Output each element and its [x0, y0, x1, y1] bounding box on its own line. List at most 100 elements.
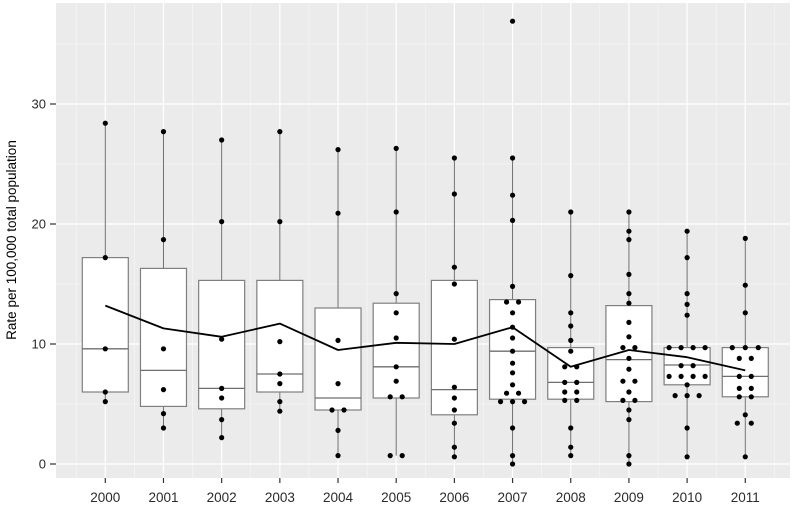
data-point [219, 435, 225, 441]
trend-line [104, 304, 746, 372]
data-point [277, 408, 283, 414]
data-point [509, 399, 516, 405]
data-point [335, 453, 341, 459]
data-point [742, 235, 748, 241]
data-point [160, 346, 167, 352]
data-point [102, 399, 108, 405]
data-point [568, 348, 574, 354]
box-2000 [81, 257, 129, 393]
data-point [620, 345, 626, 351]
data-point [748, 394, 754, 400]
data-point [684, 393, 690, 399]
data-point [702, 345, 708, 351]
x-tick-label-2001: 2001 [148, 490, 178, 505]
data-point [219, 219, 225, 225]
x-tick-label-2002: 2002 [207, 490, 237, 505]
data-point [684, 312, 690, 318]
data-point [509, 453, 516, 459]
data-point [393, 145, 399, 151]
data-point [399, 394, 405, 400]
box-2006 [430, 279, 478, 416]
data-point [684, 301, 690, 307]
data-point [568, 425, 574, 431]
data-point [451, 281, 457, 287]
data-point [335, 147, 341, 153]
data-point [509, 335, 516, 341]
data-point [562, 379, 568, 385]
data-point [451, 264, 457, 270]
data-point [626, 228, 632, 234]
data-point [626, 366, 632, 372]
data-point [748, 385, 754, 391]
data-point [509, 192, 516, 198]
data-point [509, 425, 516, 431]
data-point [734, 420, 740, 426]
y-tick-label: 30 [32, 97, 46, 112]
data-point [393, 291, 399, 297]
data-point [690, 345, 696, 351]
data-point [742, 412, 748, 418]
data-point [562, 397, 568, 403]
data-point [684, 425, 690, 431]
data-point [335, 337, 341, 343]
data-point [684, 291, 690, 297]
box-2004 [314, 307, 362, 411]
data-point [626, 237, 632, 243]
data-point [393, 335, 399, 341]
data-point [160, 411, 167, 417]
data-point [632, 378, 638, 384]
data-point [335, 427, 341, 433]
data-point [568, 273, 574, 279]
data-point [509, 324, 516, 330]
data-point [626, 453, 632, 459]
data-point [509, 283, 516, 289]
data-point [329, 407, 335, 413]
data-point [748, 373, 754, 379]
x-tick-label-2008: 2008 [556, 490, 586, 505]
data-point [562, 364, 568, 370]
data-point [393, 364, 399, 370]
data-point [626, 407, 632, 413]
data-point [568, 337, 574, 343]
y-tick-label: 0 [39, 457, 46, 472]
x-tick-label-2007: 2007 [498, 490, 528, 505]
y-tick-label: 10 [32, 337, 46, 352]
data-point [748, 420, 754, 426]
data-point [341, 407, 347, 413]
data-point [451, 407, 457, 413]
data-point [219, 137, 225, 143]
data-point [742, 345, 748, 351]
data-point [451, 454, 457, 460]
data-point [568, 310, 574, 316]
data-point [335, 210, 341, 216]
data-point [277, 381, 283, 387]
data-point [568, 323, 574, 329]
data-point [626, 417, 632, 423]
data-point [102, 389, 108, 395]
data-point [626, 300, 632, 306]
data-point [102, 120, 108, 126]
data-point [626, 291, 632, 297]
data-point [219, 336, 225, 342]
data-point [509, 310, 516, 316]
box-2010 [663, 347, 711, 386]
data-point [562, 389, 568, 395]
data-point [574, 397, 580, 403]
data-point [509, 382, 516, 388]
x-tick-label-2010: 2010 [672, 490, 702, 505]
y-axis-title: Rate per 100,000 total population [4, 140, 19, 340]
data-point [277, 339, 283, 345]
data-point [672, 393, 678, 399]
data-point [748, 355, 754, 361]
data-point [277, 399, 283, 405]
data-point [620, 397, 626, 403]
data-point [509, 155, 516, 161]
data-point [277, 371, 283, 377]
data-point [277, 129, 283, 135]
data-point [219, 417, 225, 423]
data-point [684, 255, 690, 261]
data-point [736, 373, 742, 379]
data-point [497, 399, 504, 405]
data-point [626, 209, 632, 215]
